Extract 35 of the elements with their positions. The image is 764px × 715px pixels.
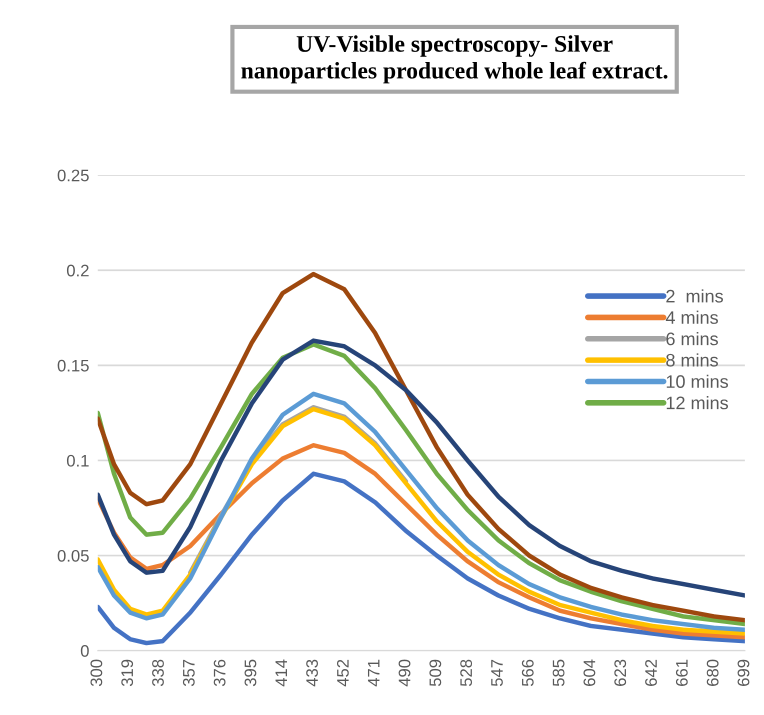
- x-tick-label: 471: [368, 660, 380, 686]
- x-tick-label: 490: [398, 660, 410, 686]
- legend-label: 12 mins: [666, 396, 728, 410]
- x-tick-label: 680: [706, 660, 719, 686]
- x-tick-label: 547: [491, 660, 503, 686]
- legend-label: 2 mins: [666, 289, 723, 303]
- x-tick-label: 376: [214, 660, 226, 686]
- x-tick-label: 338: [152, 660, 164, 686]
- y-tick-label: 0.2: [66, 264, 89, 276]
- chart-title: UV-Visible spectroscopy- Silver nanoparticles produced whole leaf extract.: [241, 35, 668, 84]
- x-tick-label: 661: [676, 660, 688, 686]
- legend-label: 6 mins: [666, 332, 718, 346]
- x-tick-label: 319: [121, 660, 134, 686]
- x-tick-label: 300: [90, 660, 102, 686]
- legend-label: 8 mins: [666, 353, 718, 367]
- legend-label: 10 mins: [666, 374, 728, 388]
- x-tick-label: 528: [460, 660, 472, 686]
- x-tick-label: 509: [429, 660, 442, 686]
- y-tick-label: 0.25: [58, 170, 89, 182]
- x-tick-label: 604: [584, 659, 596, 686]
- x-tick-label: 433: [306, 660, 318, 686]
- x-tick-label: 699: [738, 660, 750, 686]
- y-tick-label: 0: [80, 645, 89, 657]
- x-tick-label: 642: [645, 660, 657, 686]
- x-tick-label: 585: [552, 660, 564, 686]
- x-tick-label: 395: [244, 660, 256, 686]
- x-tick-label: 414: [276, 659, 287, 686]
- y-tick-label: 0.15: [58, 360, 89, 372]
- x-tick-label: 452: [336, 660, 349, 686]
- y-tick-label: 0.05: [58, 550, 89, 562]
- legend-label: 4 mins: [666, 310, 718, 324]
- x-tick-label: 566: [522, 660, 534, 686]
- x-tick-label: 357: [182, 660, 195, 686]
- x-tick-label: 623: [614, 660, 626, 686]
- y-tick-label: 0.1: [66, 454, 89, 467]
